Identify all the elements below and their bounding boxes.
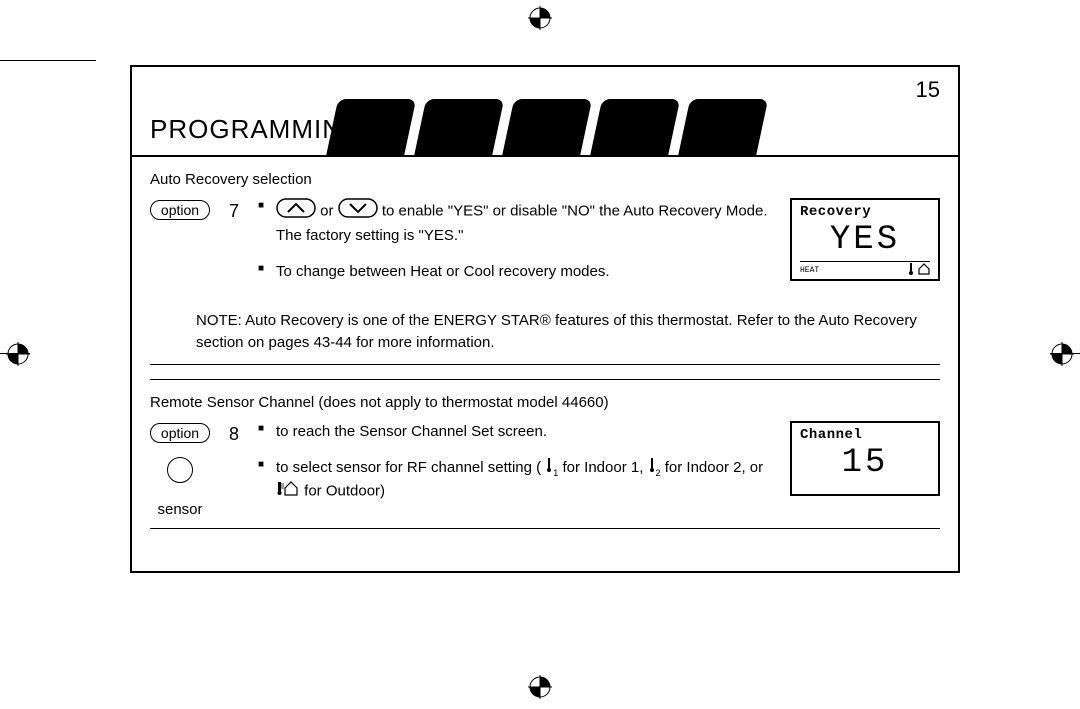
page-title: PROGRAMMING bbox=[150, 114, 363, 145]
option-row: option 7 or to enable "YES" or disable "… bbox=[150, 198, 940, 296]
thumb-tab bbox=[502, 99, 592, 157]
lcd-display-channel: Channel 15 bbox=[790, 421, 940, 496]
instruction-list: or to enable "YES" or disable "NO" the A… bbox=[258, 198, 774, 296]
thumb-tab bbox=[414, 99, 504, 157]
text: for Indoor 1, bbox=[562, 459, 647, 476]
text: to select sensor for RF channel setting … bbox=[276, 459, 545, 476]
manual-page: 15 PROGRAMMING Auto Recovery selection o… bbox=[130, 65, 960, 573]
crop-mark bbox=[0, 353, 30, 354]
lcd-label: Recovery bbox=[800, 204, 930, 220]
lcd-footer: HEAT bbox=[800, 261, 930, 277]
outdoor-house-icon bbox=[276, 480, 300, 503]
option-number: 7 bbox=[226, 198, 242, 222]
thermometer-icon bbox=[648, 457, 656, 479]
registration-mark-left bbox=[6, 342, 30, 366]
page-number: 15 bbox=[916, 77, 940, 103]
option-pill: option bbox=[150, 200, 210, 220]
section-heading: Remote Sensor Channel (does not apply to… bbox=[150, 394, 940, 411]
registration-mark-bottom bbox=[528, 675, 552, 699]
instruction-item: to reach the Sensor Channel Set screen. bbox=[258, 421, 774, 443]
subscript: 2 bbox=[656, 468, 661, 478]
option-number: 8 bbox=[226, 421, 242, 445]
lcd-display-recovery: Recovery YES HEAT bbox=[790, 198, 940, 281]
instruction-list: to reach the Sensor Channel Set screen. … bbox=[258, 421, 774, 517]
divider bbox=[150, 379, 940, 380]
crop-mark bbox=[0, 60, 96, 61]
thumb-tab bbox=[590, 99, 680, 157]
option-badge-column: option bbox=[150, 198, 210, 220]
section-heading: Auto Recovery selection bbox=[150, 171, 940, 188]
down-arrow-button-icon bbox=[338, 198, 378, 225]
lcd-mode: HEAT bbox=[800, 266, 819, 275]
lcd-label: Channel bbox=[800, 427, 930, 443]
instruction-item: to select sensor for RF channel setting … bbox=[258, 457, 774, 503]
divider bbox=[150, 528, 940, 529]
subscript: 1 bbox=[553, 468, 558, 478]
instruction-item: or to enable "YES" or disable "NO" the A… bbox=[258, 198, 774, 247]
house-icon bbox=[918, 263, 930, 278]
thumb-tabs bbox=[332, 99, 762, 157]
registration-mark-top bbox=[528, 6, 552, 30]
thermometer-icon bbox=[907, 263, 915, 278]
crop-mark bbox=[1050, 353, 1080, 354]
lcd-value: YES bbox=[800, 222, 930, 259]
instruction-item: To change between Heat or Cool recovery … bbox=[258, 261, 774, 283]
option-badge-column: option sensor bbox=[150, 421, 210, 518]
sensor-label: sensor bbox=[157, 501, 202, 518]
option-pill: option bbox=[150, 423, 210, 443]
sensor-button-icon bbox=[167, 457, 193, 483]
option-row: option sensor 8 to reach the Sensor Chan… bbox=[150, 421, 940, 518]
up-arrow-button-icon bbox=[276, 198, 316, 225]
thumb-tab bbox=[678, 99, 768, 157]
registration-mark-right bbox=[1050, 342, 1074, 366]
page-header: 15 PROGRAMMING bbox=[132, 67, 958, 157]
lcd-value: 15 bbox=[800, 445, 930, 482]
text: for Outdoor) bbox=[304, 482, 385, 499]
note-text: NOTE: Auto Recovery is one of the ENERGY… bbox=[196, 310, 940, 354]
text: for Indoor 2, or bbox=[665, 459, 763, 476]
text: or bbox=[320, 202, 338, 219]
page-body: Auto Recovery selection option 7 or to e… bbox=[132, 157, 958, 571]
divider bbox=[150, 364, 940, 365]
